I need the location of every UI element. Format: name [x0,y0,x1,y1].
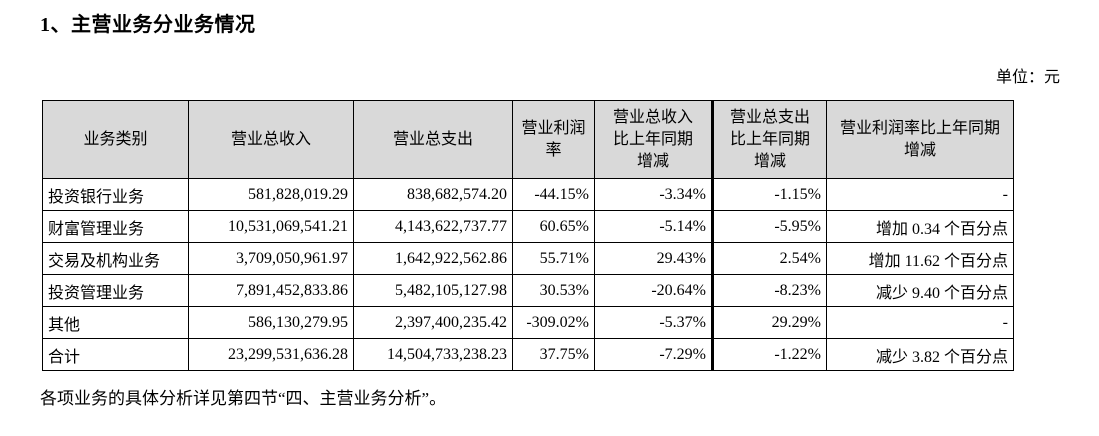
table-row: 投资管理业务 7,891,452,833.86 5,482,105,127.98… [42,274,1014,307]
expense-yoy-cell: -1.22% [712,338,827,371]
margin-cell: 30.53% [512,274,595,307]
col-header-expense-yoy: 营业总支出 比上年同期 增减 [712,100,827,179]
col-header-expense: 营业总支出 [353,100,513,179]
table-row-total: 合计 23,299,531,636.28 14,504,733,238.23 3… [42,338,1014,371]
margin-cell: 37.75% [512,338,595,371]
revenue-yoy-cell: 29.43% [594,242,714,275]
revenue-yoy-cell: -20.64% [594,274,714,307]
margin-cell: 55.71% [512,242,595,275]
revenue-cell: 586,130,279.95 [188,306,354,339]
expense-cell: 14,504,733,238.23 [353,338,513,371]
col-header-margin-yoy: 营业利润率比上年同期 增减 [826,100,1014,179]
margin-cell: -44.15% [512,178,595,211]
col-header-category: 业务类别 [42,100,189,179]
col-header-revenue: 营业总收入 [188,100,354,179]
revenue-yoy-cell: -7.29% [594,338,714,371]
revenue-yoy-cell: -3.34% [594,178,714,211]
margin-yoy-cell: - [826,306,1014,339]
col-header-revenue-yoy: 营业总收入 比上年同期 增减 [594,100,714,179]
margin-yoy-cell: 增加 0.34 个百分点 [826,210,1014,243]
margin-cell: -309.02% [512,306,595,339]
margin-yoy-cell: - [826,178,1014,211]
table-row: 投资银行业务 581,828,019.29 838,682,574.20 -44… [42,178,1014,211]
expense-yoy-cell: -5.95% [712,210,827,243]
footnote-text: 各项业务的具体分析详见第四节“四、主营业务分析”。 [40,389,447,408]
revenue-yoy-cell: -5.37% [594,306,714,339]
category-cell: 投资银行业务 [42,178,189,211]
col-header-margin: 营业利润 率 [512,100,595,179]
expense-cell: 5,482,105,127.98 [353,274,513,307]
margin-yoy-cell: 增加 11.62 个百分点 [826,242,1014,275]
category-cell: 财富管理业务 [42,210,189,243]
unit-label: 单位：元 [995,69,1060,86]
expense-yoy-cell: -8.23% [712,274,827,307]
expense-yoy-cell: 29.29% [712,306,827,339]
table-row: 交易及机构业务 3,709,050,961.97 1,642,922,562.8… [42,242,1014,275]
revenue-yoy-cell: -5.14% [594,210,714,243]
expense-yoy-cell: -1.15% [712,178,827,211]
table-row: 其他 586,130,279.95 2,397,400,235.42 -309.… [42,306,1014,339]
category-cell: 交易及机构业务 [42,242,189,275]
expense-cell: 838,682,574.20 [353,178,513,211]
margin-yoy-cell: 减少 9.40 个百分点 [826,274,1014,307]
margin-yoy-cell: 减少 3.82 个百分点 [826,338,1014,371]
expense-cell: 4,143,622,737.77 [353,210,513,243]
table-row: 财富管理业务 10,531,069,541.21 4,143,622,737.7… [42,210,1014,243]
section-title: 1、主营业务分业务情况 [40,14,256,36]
revenue-cell: 10,531,069,541.21 [188,210,354,243]
revenue-cell: 23,299,531,636.28 [188,338,354,371]
business-segment-table: 业务类别 营业总收入 营业总支出 营业利润 率 营业总收入 比上年同期 增减 营… [42,100,1014,371]
revenue-cell: 581,828,019.29 [188,178,354,211]
expense-cell: 1,642,922,562.86 [353,242,513,275]
expense-yoy-cell: 2.54% [712,242,827,275]
category-cell: 合计 [42,338,189,371]
expense-cell: 2,397,400,235.42 [353,306,513,339]
revenue-cell: 3,709,050,961.97 [188,242,354,275]
margin-cell: 60.65% [512,210,595,243]
revenue-cell: 7,891,452,833.86 [188,274,354,307]
category-cell: 其他 [42,306,189,339]
table-header-row: 业务类别 营业总收入 营业总支出 营业利润 率 营业总收入 比上年同期 增减 营… [42,100,1014,179]
category-cell: 投资管理业务 [42,274,189,307]
